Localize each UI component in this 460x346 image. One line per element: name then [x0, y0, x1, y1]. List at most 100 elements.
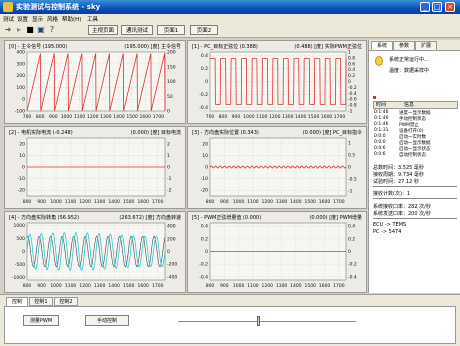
y-right-tick-label: 1 — [348, 140, 351, 146]
y-right-tick-label: -0.2 — [348, 262, 357, 268]
plot-area: [0] - 主令信号 (195.000) (195.000) [度] 主令信号 … — [4, 40, 367, 293]
y-right-tick-label: 0.4 — [348, 224, 355, 230]
x-tick-label: 1500 — [126, 114, 138, 120]
log-msg: 自动控制状态 — [399, 153, 426, 158]
x-tick-label: 1200 — [269, 114, 281, 120]
maximize-button[interactable]: □ — [432, 2, 442, 12]
arrow-right-icon[interactable]: ➜ — [4, 25, 12, 34]
y-tick-label: 0 — [205, 79, 208, 85]
y-right-tick-label: 0 — [167, 165, 170, 171]
comm-test-button[interactable]: 通讯测试 — [121, 25, 153, 35]
y-tick-label: 0 — [205, 165, 208, 171]
x-tick-label: 1000 — [243, 114, 255, 120]
log-row: 0:0:6 自动控制状态 — [374, 152, 426, 158]
y-right-tick-label: -0.4 — [348, 91, 357, 97]
log-time: 0:1:46 — [374, 116, 389, 121]
y-right-tick-label: 0.5 — [348, 152, 355, 158]
chart-right-title: (0.000) [度] PWM增量 — [309, 215, 362, 221]
x-tick-label: 1700 — [333, 199, 345, 205]
x-tick-label: 1600 — [140, 114, 152, 120]
x-tick-label: 1500 — [304, 199, 316, 205]
x-tick-label: 1700 — [334, 114, 346, 120]
y-tick-label: -0.2 — [199, 262, 208, 268]
chart-right-title: (195.000) [度] 主令信号 — [124, 44, 181, 50]
y-tick-label: 0 — [22, 165, 25, 171]
y-tick-label: 20 — [19, 141, 25, 147]
close-button[interactable]: × — [445, 2, 455, 12]
y-tick-label: 0.2 — [201, 66, 208, 72]
x-tick-label: 1300 — [276, 199, 288, 205]
x-tick-label: 1200 — [262, 283, 274, 289]
page1-button[interactable]: 页面1 — [157, 25, 185, 35]
x-tick-label: 1500 — [123, 199, 135, 205]
log-row: 0:1:46 进度一显示数据 — [374, 110, 431, 116]
page2-button[interactable]: 页面2 — [190, 25, 218, 35]
x-tick-label: 1000 — [61, 114, 73, 120]
menu-item-tools[interactable]: 工具 — [87, 17, 99, 23]
x-tick-label: 800 — [23, 283, 32, 289]
x-tick-label: 1000 — [233, 283, 245, 289]
y-right-tick-label: 150 — [167, 64, 176, 70]
tab-extend[interactable]: 扩展 — [415, 41, 437, 50]
menu-item-settings[interactable]: 设置 — [17, 17, 29, 23]
x-tick-label: 900 — [220, 199, 229, 205]
log-header-info: 信息 — [404, 102, 415, 108]
tab-params[interactable]: 参数 — [393, 41, 415, 50]
y-right-tick-label: 200 — [167, 50, 176, 56]
status-tabs: 系统 参数 扩展 — [369, 40, 460, 51]
menu-item-help[interactable]: 帮助(H) — [62, 17, 82, 23]
x-tick-label: 900 — [49, 114, 58, 120]
x-tick-label: 1300 — [100, 114, 112, 120]
x-tick-label: 1300 — [276, 283, 288, 289]
stop-icon[interactable]: ■ — [26, 25, 34, 34]
manual-control-button[interactable]: 手动控制 — [85, 315, 129, 326]
measure-pwm-button[interactable]: 测量PWM — [23, 315, 59, 326]
chart-right-title: (0.488) [度] 实际PWM正弦位 — [294, 44, 362, 50]
menu-item-style[interactable]: 风格 — [47, 17, 59, 23]
minimize-button[interactable]: _ — [420, 2, 430, 12]
chart-svg: 800 900 1000 1100 1200 1300 1400 1500 1600 170020… — [18, 137, 172, 205]
y-right-tick-label: 0 — [348, 79, 351, 85]
rate-line: 系统接收口率：282 次/秒 — [373, 204, 431, 210]
menu-item-test[interactable]: 测试 — [3, 17, 15, 23]
save-icon[interactable]: ▣ — [37, 25, 45, 34]
io-line: ECU -> TEMS — [373, 222, 407, 228]
tab-system[interactable]: 系统 — [371, 41, 393, 50]
x-tick-label: 1100 — [65, 199, 77, 205]
menu-item-display[interactable]: 显示 — [32, 17, 44, 23]
y-right-tick-label: 0 — [167, 249, 170, 255]
y-right-tick-label: 2 — [167, 141, 170, 147]
x-tick-label: 1400 — [295, 114, 307, 120]
chart-left-title: [1] - PC_目标正弦位 (0.388) — [192, 44, 258, 50]
y-tick-label: 0 — [205, 249, 208, 255]
play-icon[interactable]: ▸ — [16, 25, 21, 34]
x-tick-label: 1100 — [74, 114, 86, 120]
chart-left-title: [5] - PWM正弦增量值 (0.000) — [192, 215, 262, 221]
y-tick-label: -1000 — [12, 275, 25, 281]
help-icon[interactable]: ? — [49, 25, 55, 34]
x-tick-label: 1700 — [152, 199, 164, 205]
x-tick-label: 1100 — [65, 283, 77, 289]
window-title: 实验测试与控制系统 - sky — [16, 3, 101, 11]
x-tick-label: 1200 — [79, 199, 91, 205]
y-tick-label: -10 — [18, 176, 25, 182]
x-tick-label: 1200 — [87, 114, 99, 120]
chart-panel: [2] - 电机实际电流 (-0.248) (0.000) [度] 目标电流 8… — [4, 126, 186, 209]
y-right-tick-label: 0.4 — [348, 67, 355, 73]
x-tick-label: 1600 — [319, 199, 331, 205]
series-line — [210, 58, 347, 105]
y-right-tick-label: -0.5 — [348, 177, 357, 183]
chart-left-title: [0] - 主令信号 (195.000) — [9, 44, 68, 50]
tab-control2[interactable]: 控制2 — [54, 297, 78, 306]
y-tick-label: 0.2 — [201, 236, 208, 242]
y-tick-label: 0 — [22, 249, 25, 255]
main-view-button[interactable]: 主视页面 — [88, 25, 118, 35]
tab-control1[interactable]: 控制1 — [29, 297, 53, 306]
temperature-message: 温度：数据采样中 — [389, 68, 430, 74]
slider-thumb[interactable] — [257, 316, 261, 326]
chart-panel: [3] - 方向盘实际位置 (0.343) (0.000) [度] PC_目标指… — [187, 126, 367, 209]
tab-control[interactable]: 控制 — [6, 297, 28, 306]
y-right-tick-label: -400 — [167, 274, 177, 280]
y-right-tick-label: 50 — [167, 94, 173, 100]
chart-svg: 800 900 1000 1100 1200 1300 1400 1500 1600 170020… — [201, 137, 357, 205]
